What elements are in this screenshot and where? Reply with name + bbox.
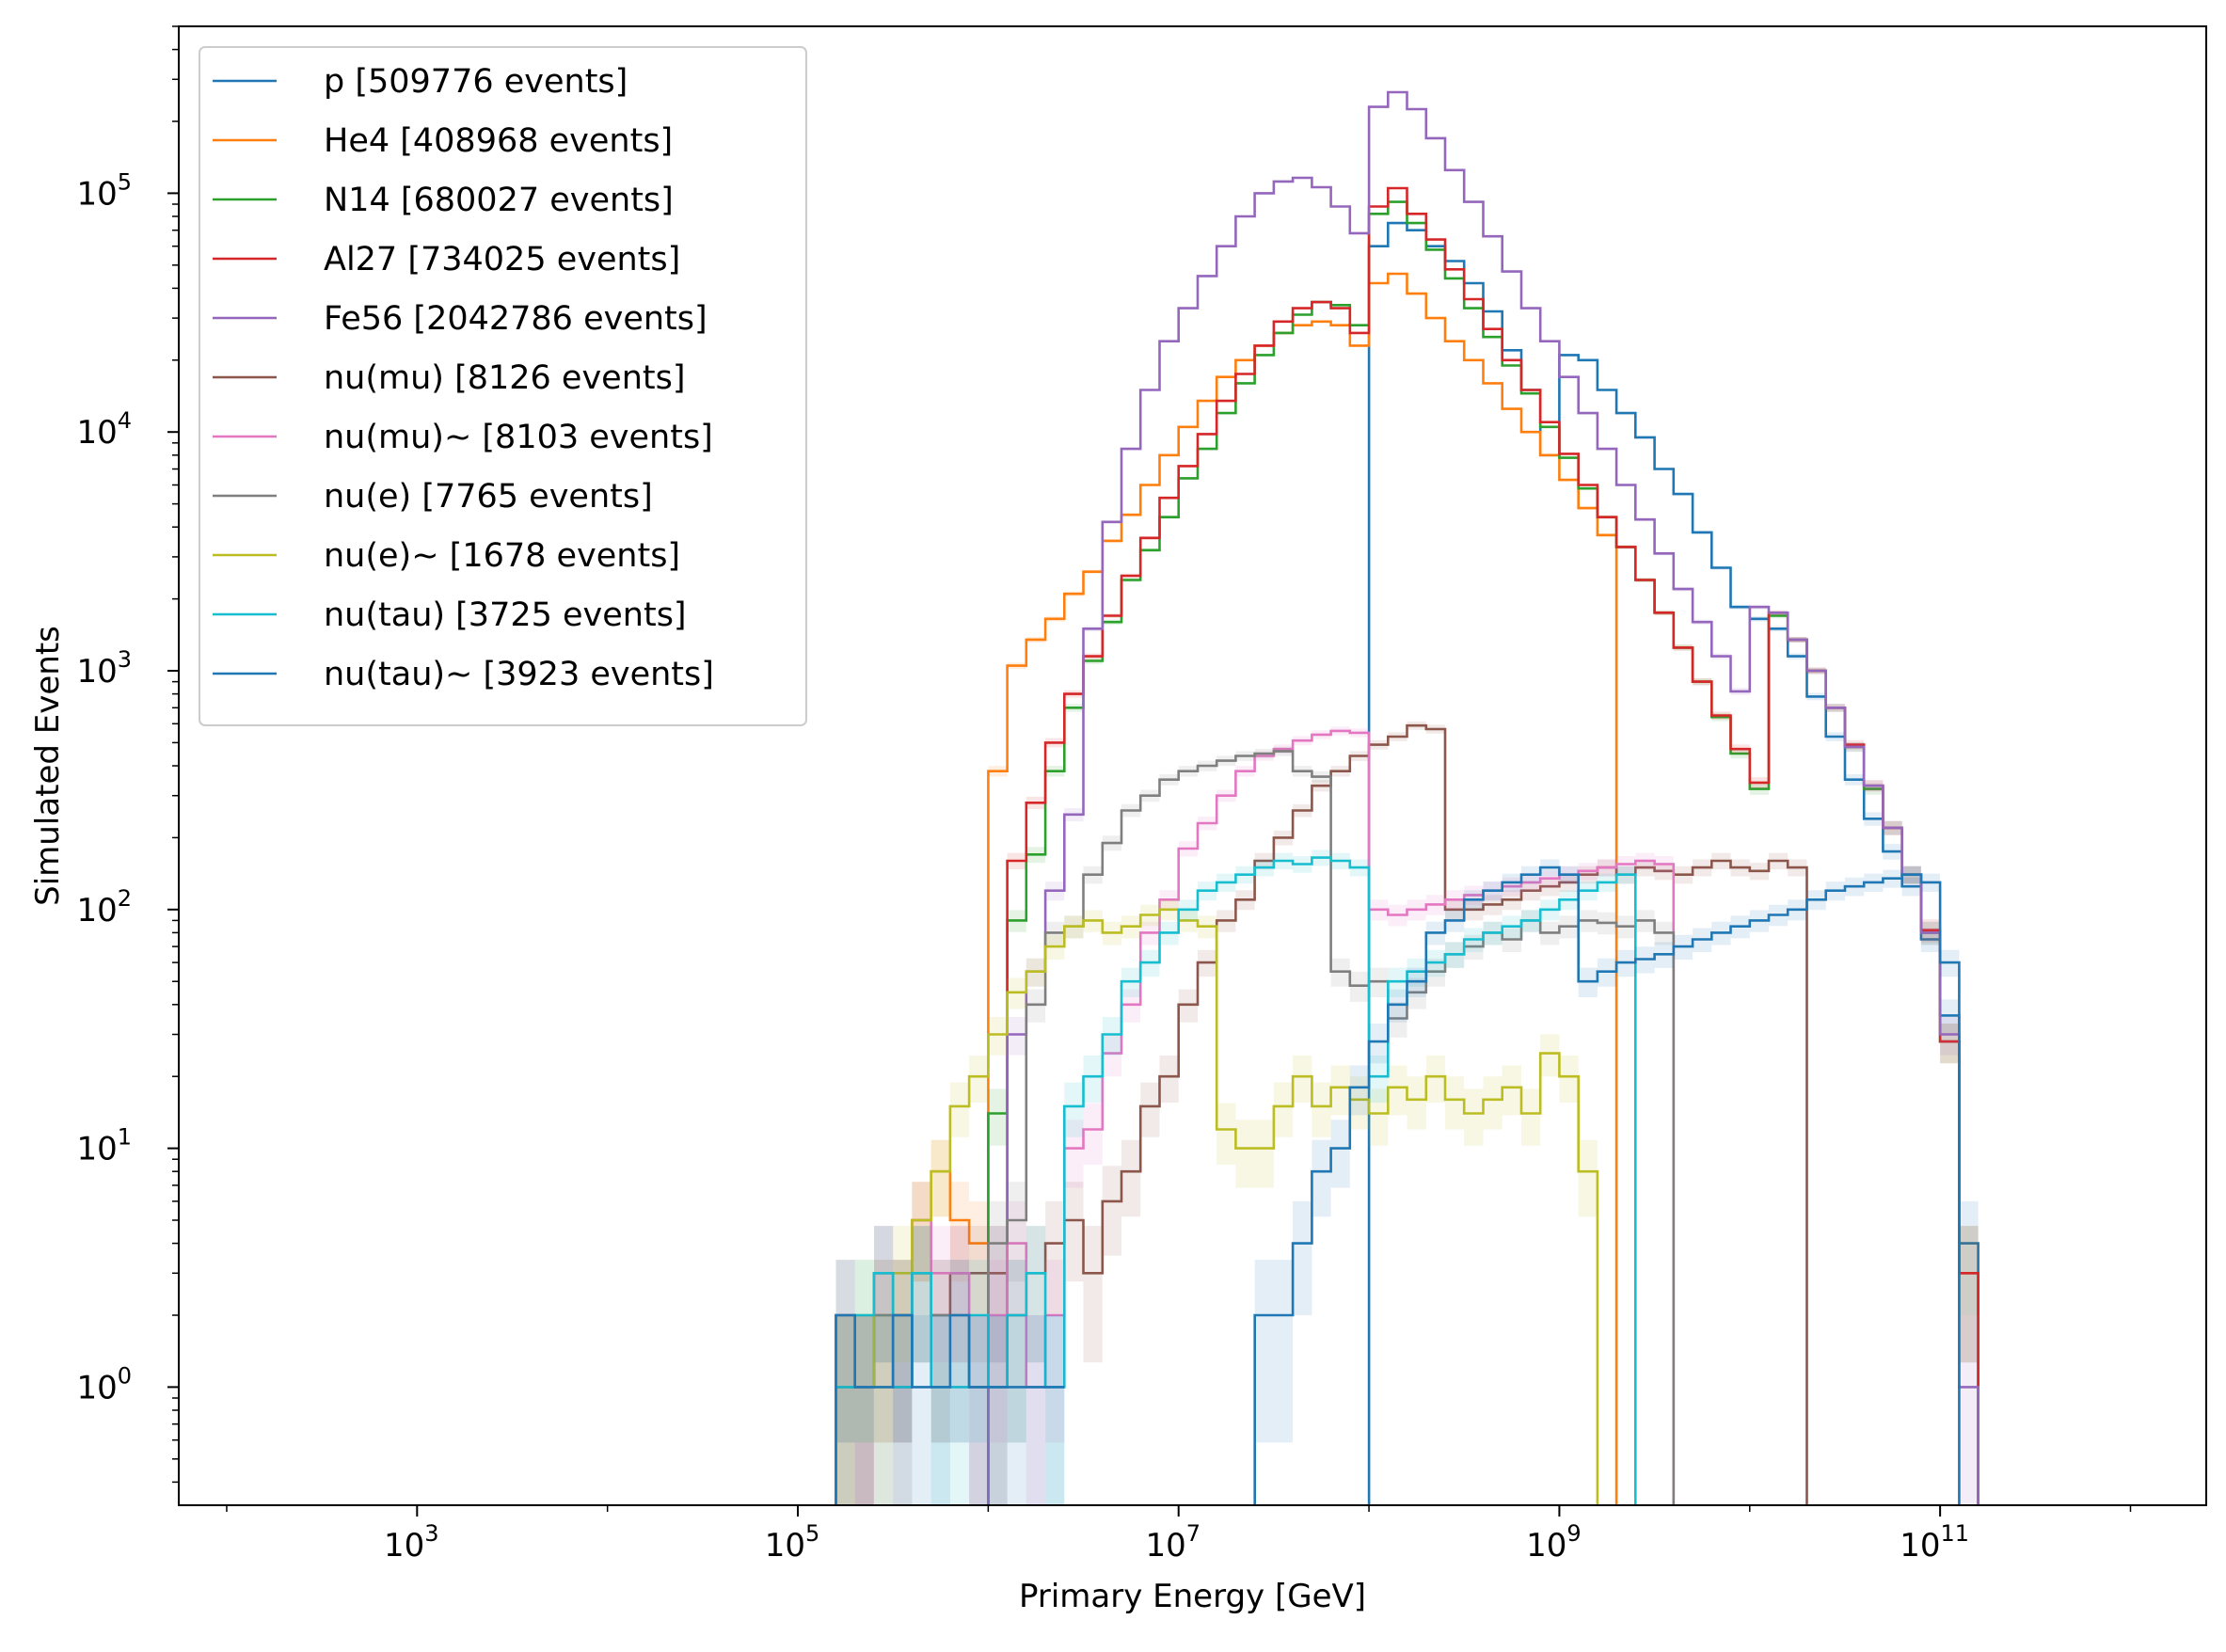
- series-8: [835, 899, 1599, 1505]
- series-10: [835, 859, 1961, 1505]
- x-tick-label-4: 1011: [1900, 1520, 1969, 1565]
- legend-label-8: nu(e)~ [1678 events]: [324, 537, 680, 575]
- x-tick-exponent-3: 9: [1566, 1520, 1581, 1547]
- x-tick-exponent-1: 5: [805, 1520, 819, 1547]
- x-axis-label: Primary Energy [GeV]: [1019, 1578, 1366, 1615]
- y-tick-label-3: 103: [76, 646, 132, 691]
- legend-label-9: nu(tau) [3725 events]: [324, 596, 687, 634]
- x-tick-exponent-2: 7: [1186, 1520, 1200, 1547]
- error-band-9: [835, 850, 1636, 1505]
- legend-label-7: nu(e) [7765 events]: [324, 478, 653, 516]
- legend-label-2: N14 [680027 events]: [324, 182, 674, 219]
- series-4: [987, 90, 1980, 1505]
- legend-label-1: He4 [408968 events]: [324, 122, 673, 160]
- error-band-10: [835, 859, 1960, 1505]
- legend-label-5: nu(mu) [8126 events]: [324, 359, 686, 397]
- y-tick-exponent-4: 4: [118, 407, 132, 434]
- series-line-4: [987, 90, 1980, 1505]
- series-line-8: [835, 908, 1599, 1505]
- error-band-7: [835, 746, 1674, 1505]
- x-tick-exponent-4: 11: [1940, 1520, 1969, 1547]
- y-tick-exponent-0: 0: [118, 1362, 132, 1389]
- y-tick-exponent-5: 5: [118, 168, 132, 195]
- x-tick-exponent-0: 3: [424, 1520, 438, 1547]
- series-1: [835, 272, 1618, 1505]
- legend-box: [199, 46, 807, 726]
- series-layer: [835, 90, 1980, 1505]
- y-tick-exponent-1: 1: [118, 1124, 132, 1151]
- legend-label-10: nu(tau)~ [3923 events]: [324, 656, 714, 693]
- legend-label-4: Fe56 [2042786 events]: [324, 300, 708, 338]
- y-axis-label: Simulated Events: [29, 626, 67, 906]
- error-band-5: [835, 721, 1807, 1505]
- legend: p [509776 events] He4 [408968 events] N14 …: [199, 46, 807, 726]
- y-tick-exponent-3: 3: [118, 646, 132, 673]
- legend-label-6: nu(mu)~ [8103 events]: [324, 419, 713, 456]
- y-tick-exponent-2: 2: [118, 885, 132, 912]
- legend-label-0: p [509776 events]: [324, 63, 628, 101]
- legend-label-3: Al27 [734025 events]: [324, 241, 680, 278]
- series-line-1: [835, 272, 1618, 1505]
- series-line-10: [835, 866, 1961, 1505]
